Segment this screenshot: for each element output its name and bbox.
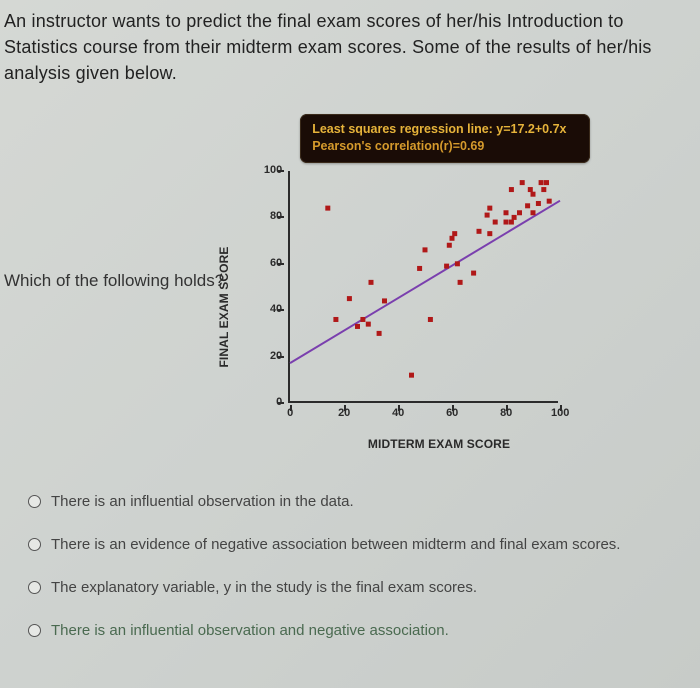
page-root: An instructor wants to predict the final…	[0, 0, 700, 688]
data-point	[428, 317, 433, 322]
data-point	[325, 206, 330, 211]
data-point	[409, 373, 414, 378]
y-tick: 60	[252, 257, 282, 269]
scatter-plot: FINAL EXAM SCORE 02040608010002040608010…	[230, 167, 590, 447]
data-point	[355, 324, 360, 329]
data-point	[382, 298, 387, 303]
chart-block: Least squares regression line: y=17.2+0.…	[230, 114, 590, 447]
data-point	[423, 247, 428, 252]
data-point	[504, 220, 509, 225]
data-point	[528, 187, 533, 192]
data-point	[531, 192, 536, 197]
data-point	[417, 266, 422, 271]
question-row: Which of the following holds? Least squa…	[4, 114, 696, 447]
data-point	[509, 187, 514, 192]
chart-banner: Least squares regression line: y=17.2+0.…	[300, 114, 590, 163]
y-tick: 100	[252, 164, 282, 176]
data-point	[487, 231, 492, 236]
data-point	[525, 203, 530, 208]
data-point	[455, 261, 460, 266]
intro-text: An instructor wants to predict the final…	[4, 8, 696, 86]
choice-a[interactable]: There is an influential observation in t…	[28, 493, 696, 510]
data-point	[509, 220, 514, 225]
data-point	[347, 296, 352, 301]
x-tick: 40	[386, 407, 410, 419]
y-axis-label: FINAL EXAM SCORE	[217, 247, 231, 368]
radio-icon	[28, 581, 41, 594]
data-point	[504, 210, 509, 215]
data-point	[366, 322, 371, 327]
data-point	[487, 206, 492, 211]
choice-b[interactable]: There is an evidence of negative associa…	[28, 536, 696, 553]
data-point	[547, 199, 552, 204]
data-point	[531, 210, 536, 215]
data-point	[450, 236, 455, 241]
y-tick: 20	[252, 350, 282, 362]
x-tick: 20	[332, 407, 356, 419]
data-point	[539, 180, 544, 185]
banner-line-1: Least squares regression line: y=17.2+0.…	[312, 121, 578, 138]
data-point	[493, 220, 498, 225]
data-point	[536, 201, 541, 206]
data-point	[520, 180, 525, 185]
regression-line	[290, 201, 560, 363]
plot-svg	[290, 171, 560, 403]
x-tick: 0	[278, 407, 302, 419]
banner-line-2: Pearson's correlation(r)=0.69	[312, 138, 578, 155]
data-point	[447, 243, 452, 248]
data-point	[377, 331, 382, 336]
question-lead: Which of the following holds?	[4, 271, 224, 291]
data-point	[517, 210, 522, 215]
data-point	[477, 229, 482, 234]
radio-icon	[28, 538, 41, 551]
data-point	[541, 187, 546, 192]
answer-choices: There is an influential observation in t…	[4, 493, 696, 639]
data-point	[512, 215, 517, 220]
y-tick: 80	[252, 210, 282, 222]
data-point	[369, 280, 374, 285]
choice-c[interactable]: The explanatory variable, y in the study…	[28, 579, 696, 596]
data-point	[444, 264, 449, 269]
x-tick: 60	[440, 407, 464, 419]
choice-label: The explanatory variable, y in the study…	[51, 579, 477, 596]
data-point	[458, 280, 463, 285]
choice-label: There is an evidence of negative associa…	[51, 536, 620, 553]
x-axis-label: MIDTERM EXAM SCORE	[368, 437, 510, 451]
radio-icon	[28, 624, 41, 637]
choice-label: There is an influential observation and …	[51, 622, 449, 639]
y-tick: 40	[252, 303, 282, 315]
plot-axes: 020406080100020406080100	[288, 171, 558, 403]
x-tick: 100	[548, 407, 572, 419]
data-point	[452, 231, 457, 236]
data-point	[485, 213, 490, 218]
data-point	[334, 317, 339, 322]
x-tick: 80	[494, 407, 518, 419]
data-point	[471, 271, 476, 276]
choice-d[interactable]: There is an influential observation and …	[28, 622, 696, 639]
choice-label: There is an influential observation in t…	[51, 493, 354, 510]
data-point	[544, 180, 549, 185]
radio-icon	[28, 495, 41, 508]
data-point	[361, 317, 366, 322]
